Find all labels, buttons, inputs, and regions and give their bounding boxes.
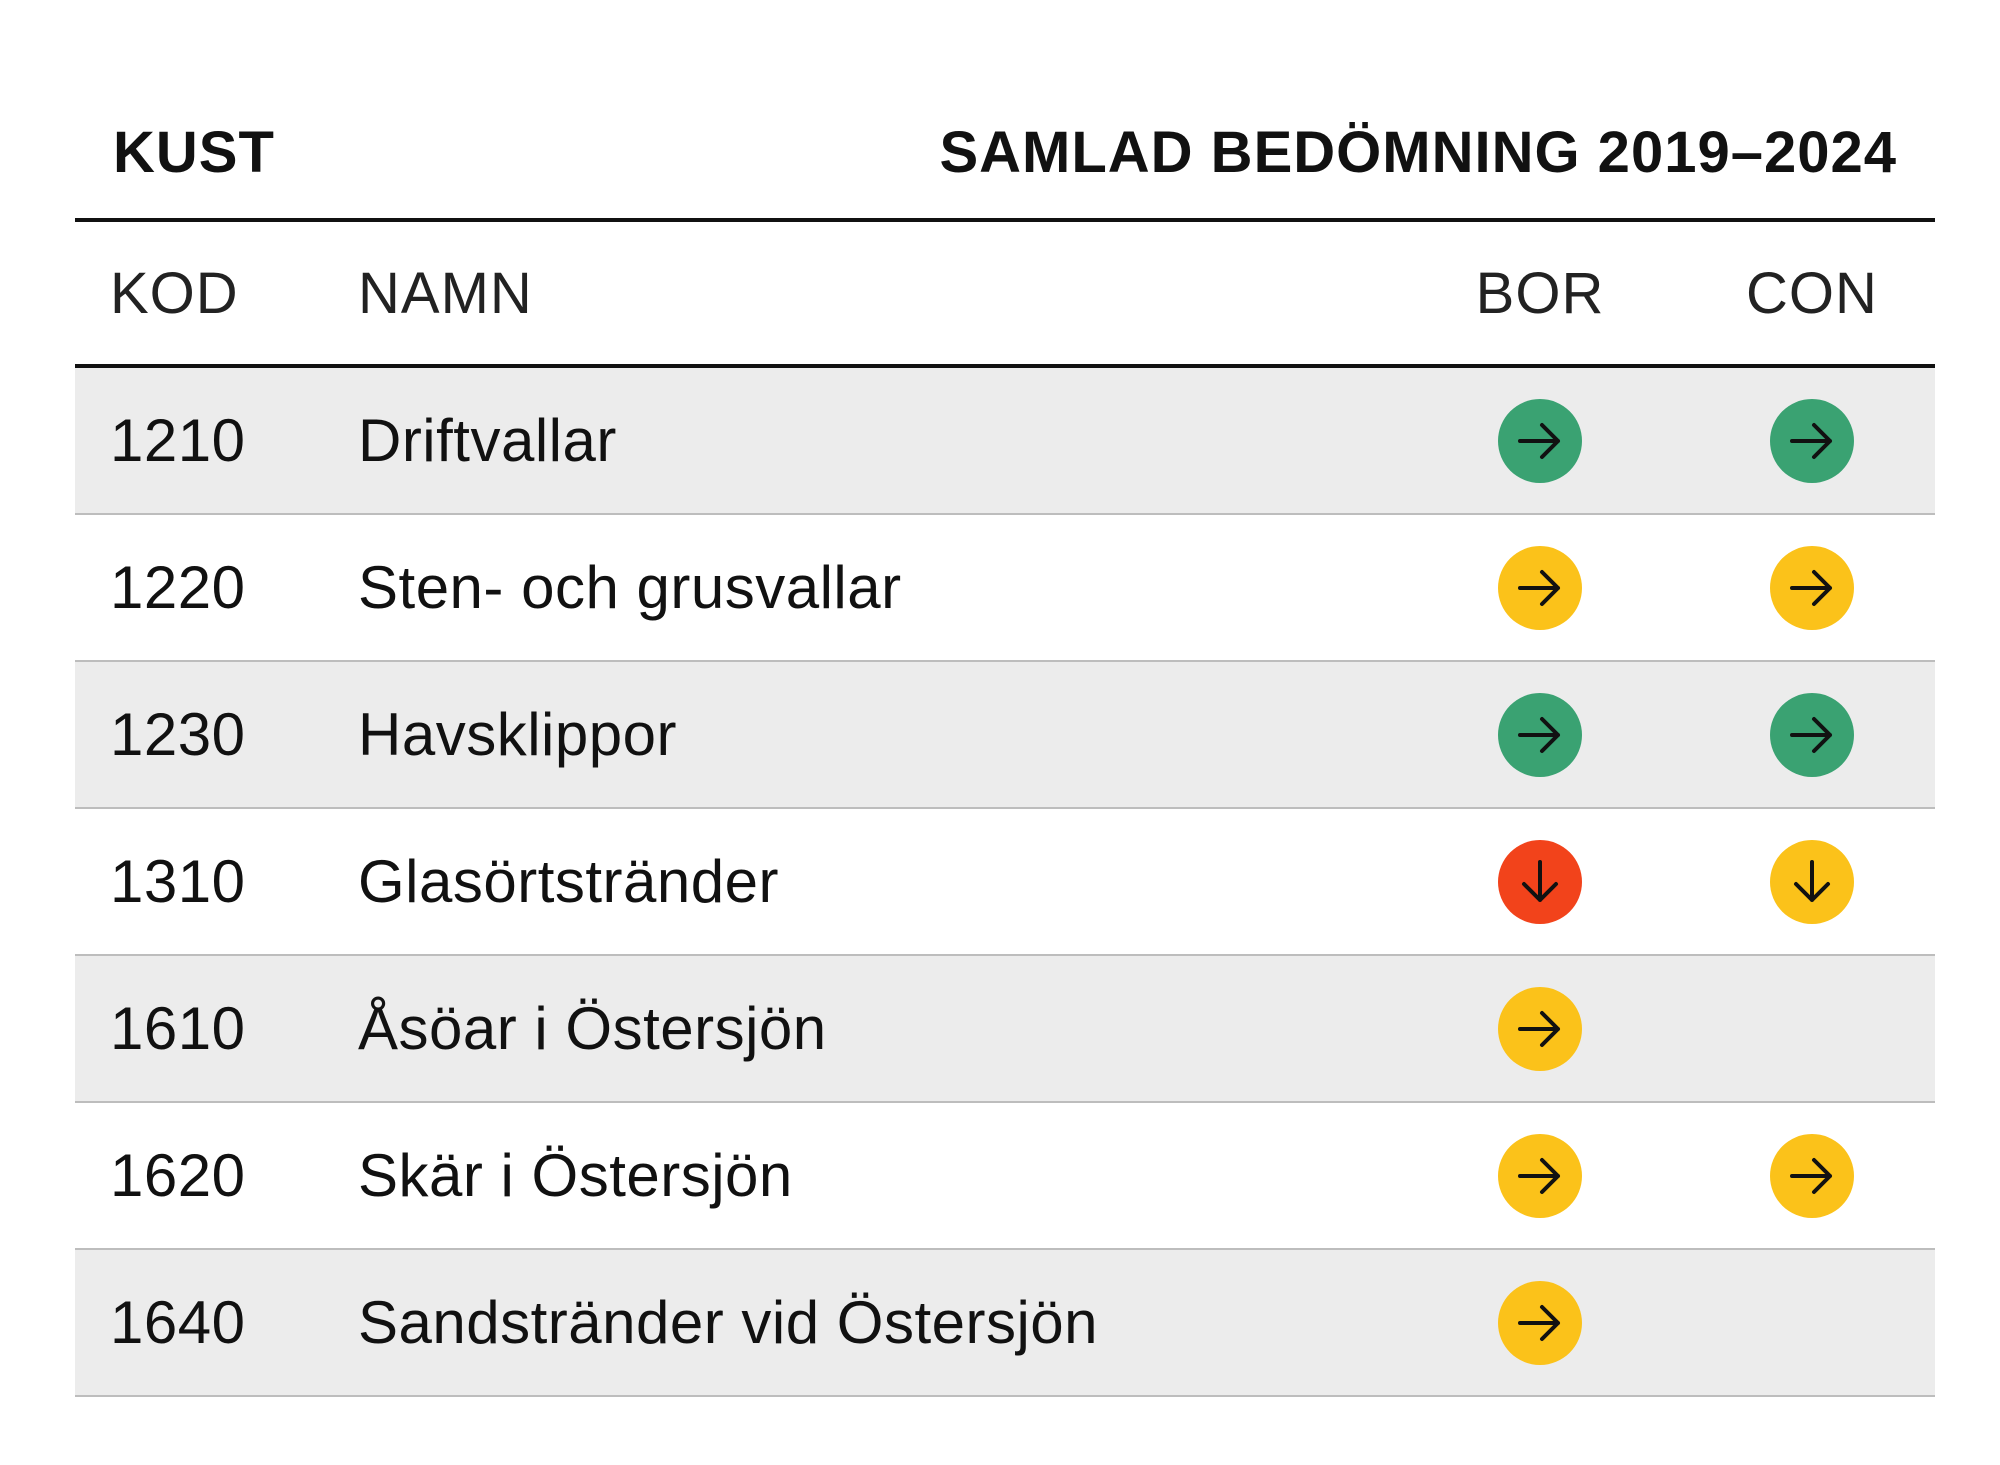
con-status-indicator — [1770, 545, 1854, 630]
table-row: 1610 Åsöar i Östersjön — [75, 956, 1935, 1103]
bor-cell — [1445, 1250, 1635, 1395]
arrow-right-icon — [1518, 1157, 1560, 1194]
habitat-name: Driftvallar — [358, 407, 617, 474]
bor-status-indicator — [1498, 692, 1582, 777]
habitat-name: Skär i Östersjön — [358, 1142, 793, 1209]
namn-cell: Driftvallar — [358, 368, 1358, 513]
table-row: 1220 Sten- och grusvallar — [75, 515, 1935, 662]
header-kod-cell: KOD — [110, 222, 310, 364]
kod-cell: 1230 — [110, 662, 310, 807]
namn-cell: Sten- och grusvallar — [358, 515, 1358, 660]
header-bor-cell: BOR — [1445, 222, 1635, 364]
namn-cell: Åsöar i Östersjön — [358, 956, 1358, 1101]
header-kod: KOD — [110, 260, 239, 326]
bor-cell — [1445, 515, 1635, 660]
habitat-assessment-table: KUST SAMLAD BEDÖMNING 2019–2024 KOD NAMN… — [75, 0, 1935, 1397]
bor-cell — [1445, 1103, 1635, 1248]
habitat-code: 1210 — [110, 407, 246, 474]
habitat-code: 1230 — [110, 701, 246, 768]
bor-status-indicator — [1498, 545, 1582, 630]
arrow-right-icon — [1790, 1157, 1832, 1194]
table-category-title: KUST — [113, 120, 275, 185]
con-cell — [1717, 368, 1907, 513]
header-bor: BOR — [1475, 260, 1605, 326]
con-cell — [1717, 1103, 1907, 1248]
table-assessment-title: SAMLAD BEDÖMNING 2019–2024 — [939, 120, 1897, 185]
namn-cell: Havsklippor — [358, 662, 1358, 807]
con-cell — [1717, 662, 1907, 807]
kod-cell: 1210 — [110, 368, 310, 513]
arrow-right-icon — [1518, 569, 1560, 606]
kod-cell: 1310 — [110, 809, 310, 954]
arrow-right-icon — [1518, 1304, 1560, 1341]
column-header-row: KOD NAMN BOR CON — [75, 222, 1935, 368]
bor-cell — [1445, 809, 1635, 954]
habitat-name: Sandstränder vid Östersjön — [358, 1289, 1099, 1356]
bor-cell — [1445, 368, 1635, 513]
arrow-right-icon — [1518, 422, 1560, 459]
arrow-right-icon — [1790, 569, 1832, 606]
namn-cell: Glasörtstränder — [358, 809, 1358, 954]
arrow-right-icon — [1518, 716, 1560, 753]
table-row: 1210 Driftvallar — [75, 368, 1935, 515]
con-cell — [1717, 515, 1907, 660]
habitat-name: Havsklippor — [358, 701, 677, 768]
habitat-code: 1310 — [110, 848, 246, 915]
namn-cell: Skär i Östersjön — [358, 1103, 1358, 1248]
bor-status-indicator — [1498, 398, 1582, 483]
con-cell — [1717, 956, 1907, 1101]
con-cell — [1717, 1250, 1907, 1395]
habitat-code: 1620 — [110, 1142, 246, 1209]
habitat-code: 1610 — [110, 995, 246, 1062]
kod-cell: 1610 — [110, 956, 310, 1101]
habitat-code: 1640 — [110, 1289, 246, 1356]
habitat-name: Glasörtstränder — [358, 848, 779, 915]
namn-cell: Sandstränder vid Östersjön — [358, 1250, 1358, 1395]
kod-cell: 1620 — [110, 1103, 310, 1248]
bor-cell — [1445, 662, 1635, 807]
table-row: 1620 Skär i Östersjön — [75, 1103, 1935, 1250]
con-cell — [1717, 809, 1907, 954]
habitat-name: Åsöar i Östersjön — [358, 995, 827, 1062]
table-title-row: KUST SAMLAD BEDÖMNING 2019–2024 — [75, 0, 1935, 222]
table-row: 1640 Sandstränder vid Östersjön — [75, 1250, 1935, 1397]
habitat-name: Sten- och grusvallar — [358, 554, 902, 621]
habitat-code: 1220 — [110, 554, 246, 621]
header-con: CON — [1746, 260, 1878, 326]
bor-status-indicator — [1498, 986, 1582, 1071]
table-row: 1310 Glasörtstränder — [75, 809, 1935, 956]
arrow-down-icon — [1522, 859, 1558, 902]
kod-cell: 1640 — [110, 1250, 310, 1395]
con-status-indicator — [1770, 1133, 1854, 1218]
con-status-indicator — [1770, 839, 1854, 924]
bor-status-indicator — [1498, 1133, 1582, 1218]
table-row: 1230 Havsklippor — [75, 662, 1935, 809]
arrow-right-icon — [1790, 716, 1832, 753]
bor-cell — [1445, 956, 1635, 1101]
con-status-indicator — [1770, 692, 1854, 777]
bor-status-indicator — [1498, 1280, 1582, 1365]
kod-cell: 1220 — [110, 515, 310, 660]
arrow-right-icon — [1518, 1010, 1560, 1047]
con-status-indicator — [1770, 398, 1854, 483]
header-con-cell: CON — [1717, 222, 1907, 364]
arrow-right-icon — [1790, 422, 1832, 459]
table-body: 1210 Driftvallar 1220 Sten- och grusvallar 1… — [75, 368, 1935, 1397]
header-namn-cell: NAMN — [358, 222, 1358, 364]
arrow-down-icon — [1794, 859, 1830, 902]
bor-status-indicator — [1498, 839, 1582, 924]
header-namn: NAMN — [358, 260, 533, 326]
